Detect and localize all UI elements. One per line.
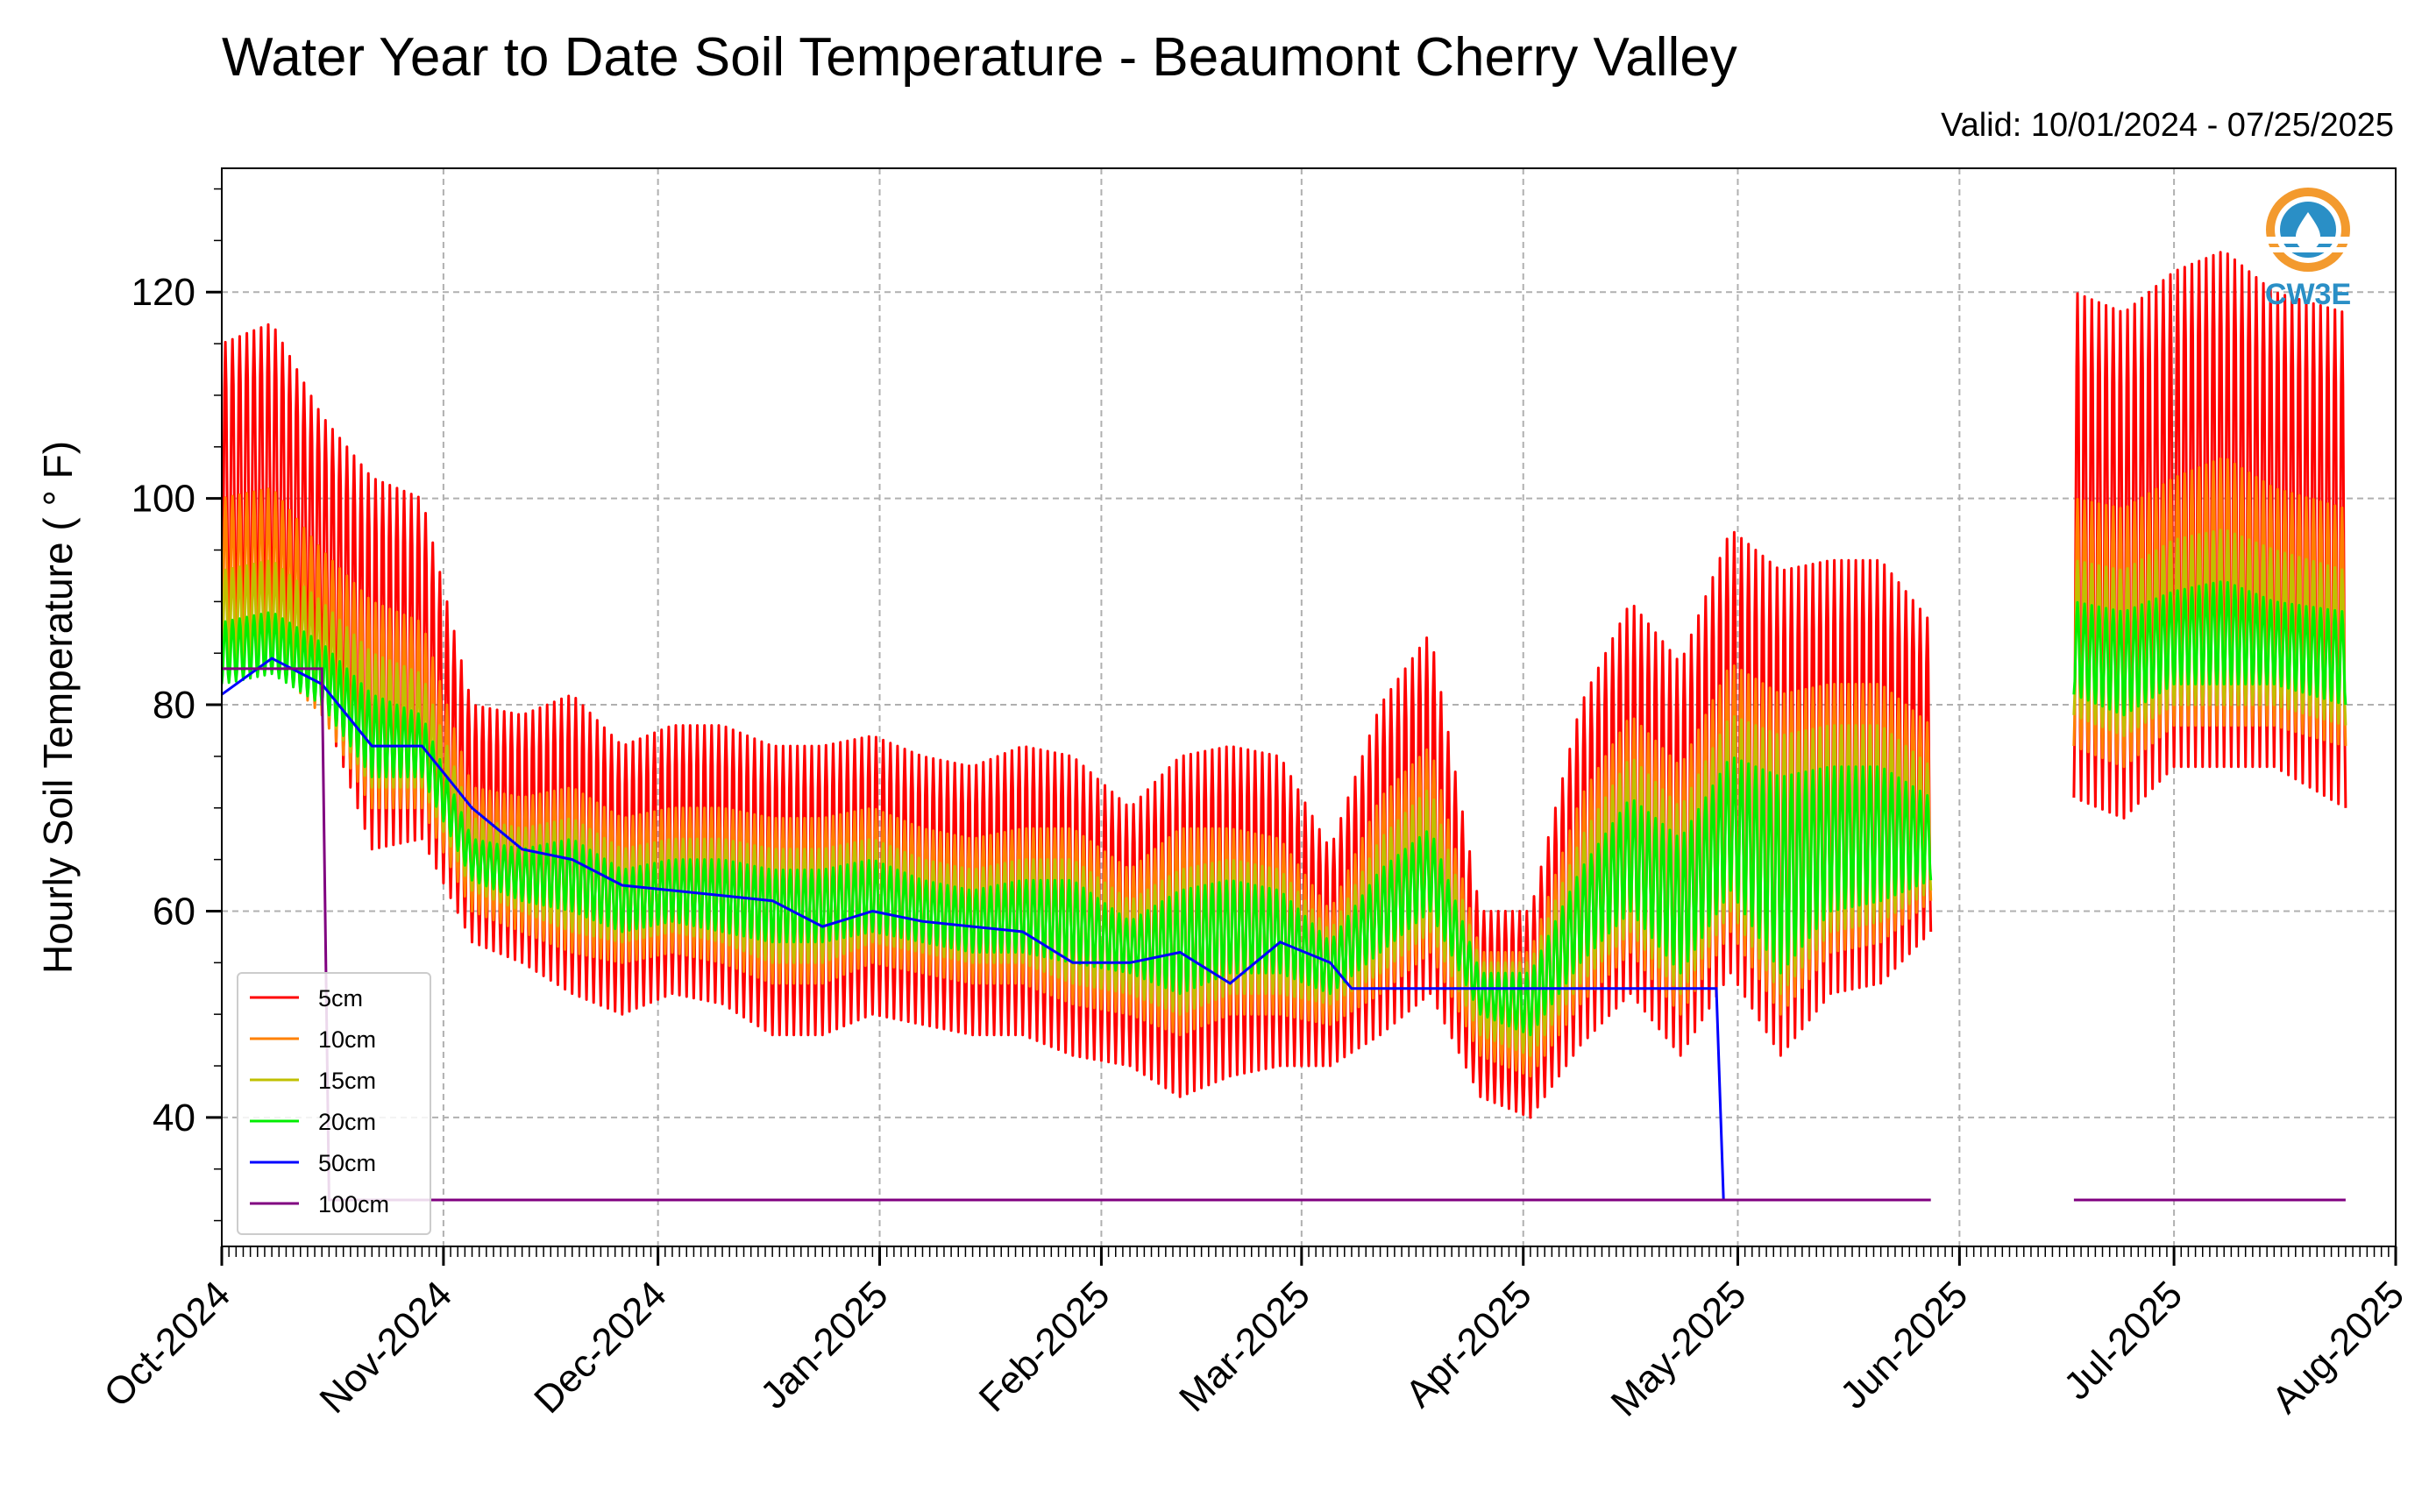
y-tick-label: 120 (131, 271, 195, 314)
x-tick-label: Aug-2025 (2263, 1273, 2412, 1422)
y-tick-label: 60 (153, 890, 195, 933)
legend-label: 10cm (318, 1026, 376, 1053)
x-tick-label: Jan-2025 (752, 1273, 896, 1416)
legend-label: 5cm (318, 985, 363, 1012)
x-tick-label: Nov-2024 (311, 1273, 460, 1422)
legend: 5cm 10cm 15cm 20cm 50cm 100cm (237, 972, 431, 1235)
series-5cm-line (2072, 251, 2347, 820)
x-tick-label: Apr-2025 (1397, 1273, 1540, 1416)
legend-label: 20cm (318, 1109, 376, 1135)
logo-drop-icon (2296, 212, 2320, 251)
valid-date-range: Valid: 10/01/2024 - 07/25/2025 (1941, 107, 2394, 144)
x-tick-label: Feb-2025 (971, 1273, 1119, 1420)
x-tick-label: Dec-2024 (526, 1273, 675, 1422)
x-tick-label: Oct-2024 (96, 1273, 238, 1416)
series-50cm-line (222, 657, 1725, 1201)
y-tick-label: 80 (153, 684, 195, 727)
series-layer (222, 251, 2347, 1202)
legend-label: 50cm (318, 1150, 376, 1176)
x-tick-label: Jun-2025 (1832, 1273, 1976, 1416)
legend-label: 100cm (318, 1191, 389, 1217)
y-axis-label: Hourly Soil Temperature ( ° F) (35, 441, 81, 974)
x-tick-label: May-2025 (1603, 1273, 1755, 1424)
series-100cm-line (222, 667, 1931, 1202)
y-tick-label: 100 (131, 478, 195, 521)
legend-label: 15cm (318, 1068, 376, 1094)
grid (222, 168, 2396, 1246)
chart-title: Water Year to Date Soil Temperature - Be… (222, 27, 1737, 88)
cw3e-logo: CW3E (2262, 188, 2354, 311)
series-20cm-line (222, 611, 1933, 1037)
logo-text: CW3E (2265, 278, 2351, 311)
series-20cm-line (2072, 580, 2347, 717)
y-tick-label: 40 (153, 1097, 195, 1139)
x-tick-label: Mar-2025 (1171, 1273, 1318, 1420)
x-tick-label: Jul-2025 (2056, 1273, 2191, 1408)
